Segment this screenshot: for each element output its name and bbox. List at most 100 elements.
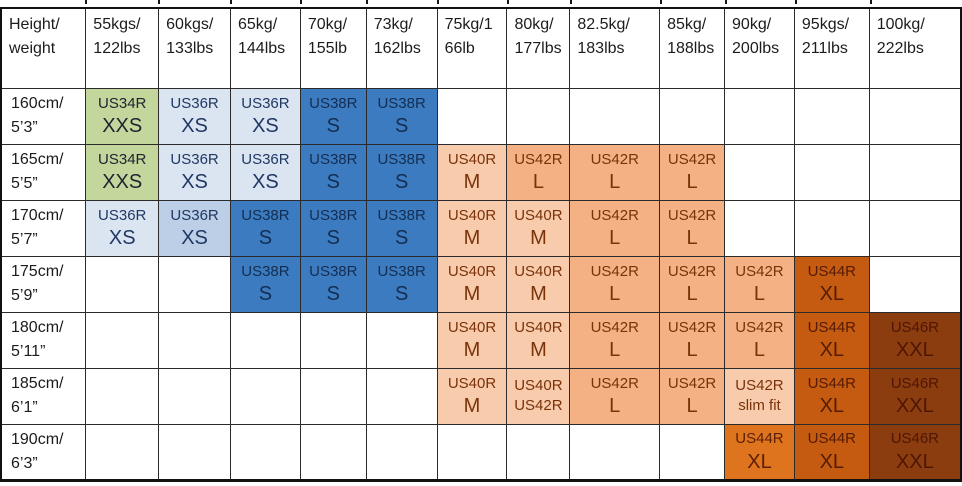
weight-header-cell: 82.5kg/183lbs [569,7,661,89]
size-cell: US44R XL [793,311,870,369]
weight-header-cell: 80kg/177lbs [506,7,571,89]
height-row-label: 180cm/5’11” [0,311,87,369]
size-cell: US40R M [436,143,508,201]
size-cell: US44R XL [793,367,870,425]
header-text-line: 66lb [444,40,475,57]
empty-cell [158,367,231,425]
size-cell: US38R S [230,199,301,257]
weight-header-cell: 95kgs/211lbs [793,7,870,89]
size-letter: M [463,339,481,362]
header-text-line: 177lbs [514,40,562,57]
size-code: US44R [807,430,856,448]
cropped-gridline-mark [158,0,160,4]
empty-cell [506,423,571,481]
cropped-gridline-mark [85,0,87,4]
size-code: US36R [98,206,147,224]
size-letter: XL [819,450,845,473]
size-code: US44R [735,430,784,448]
table-row: 160cm/5’3” US34R XXS US36R XS US36R XS US38R S US… [0,87,962,145]
size-letter: S [394,115,409,138]
size-cell: US42R L [506,143,571,201]
size-letter: XXS [102,115,143,138]
empty-cell [365,423,438,481]
cropped-gridline-mark [437,0,439,4]
size-letter: S [326,227,340,250]
table-row: 190cm/6’3” US44R XL US44R XL US46R XXL [0,423,962,481]
size-code: US40R [514,377,563,395]
size-letter: S [326,115,340,138]
empty-cell [569,87,661,145]
size-code: US38R [241,262,290,280]
table-row: 165cm/5’5” US34R XXS US36R XS US36R XS US38R S US… [0,143,962,201]
header-text-line: 211lbs [801,40,848,57]
size-letter: XL [747,450,772,473]
size-cell: US34R XXS [85,87,160,145]
weight-header-cell: 60kgs/133lbs [158,7,231,89]
empty-cell [158,255,231,313]
height-row-label: 175cm/5’9” [0,255,87,313]
empty-cell [365,311,438,369]
size-code: US36R [241,150,290,168]
empty-cell [85,255,160,313]
size-cell: US40R US42R [506,367,571,425]
size-code: US38R [377,206,426,224]
size-cell: US38R S [299,87,367,145]
size-letter: M [463,395,481,418]
header-text-line: 188lbs [667,40,715,57]
header-text-line: 85kg/ [667,16,707,33]
size-code: US36R [170,150,219,168]
height-text-line: 175cm/ [11,263,64,280]
empty-cell [793,87,870,145]
cropped-gridline-mark [300,0,302,4]
empty-cell [436,87,508,145]
size-cell: US44R XL [793,423,870,481]
size-letter: XXL [895,450,934,473]
size-cell: US38R S [365,199,438,257]
size-letter: L [686,171,698,194]
size-code: US40R [447,318,497,336]
empty-cell [868,255,962,313]
header-text-line: weight [9,40,56,57]
size-cell: US42R L [659,367,726,425]
size-code: US34R [98,94,147,112]
size-cell: US42R L [569,255,661,313]
header-text-line: 73kg/ [373,16,413,33]
size-code: US40R [514,206,563,224]
height-text-line: 5’9” [11,287,38,304]
size-cell: US42R L [659,311,726,369]
empty-cell [230,423,301,481]
size-letter: L [609,227,621,250]
header-text-line: 55kgs/ [93,16,141,33]
header-text-line: 80kg/ [514,16,554,33]
size-cell: US40R M [436,199,508,257]
height-text-line: 5’3” [11,119,38,136]
size-cell: US38R S [365,255,438,313]
size-letter: XXL [895,339,934,362]
height-text-line: 170cm/ [11,207,64,224]
size-letter: L [686,395,698,418]
table-row: 185cm/6’1” US40R M US40R US42R US42R L US42R L US… [0,367,962,425]
size-letter: S [394,283,409,306]
size-letter: XXS [102,171,143,194]
size-cell: US40R M [436,367,508,425]
size-code: US40R [514,262,563,280]
empty-cell [724,143,795,201]
size-code: US34R [98,150,147,168]
size-code: US38R [377,262,426,280]
weight-header-cell: 55kgs/122lbs [85,7,160,89]
height-text-line: 6’1” [11,399,38,416]
empty-cell [659,87,726,145]
cropped-gridline-mark [795,0,797,4]
size-code: US38R [309,94,358,112]
size-code: US42R [735,377,784,395]
empty-cell [506,87,571,145]
size-letter: L [686,283,698,306]
empty-cell [230,367,301,425]
weight-header-cell: 65kg/144lbs [230,7,301,89]
size-letter: M [530,283,547,306]
size-cell: US36R XS [230,87,301,145]
size-code: US40R [447,206,497,224]
size-code: US42R [590,318,639,336]
size-cell: US40R M [436,311,508,369]
empty-cell [85,423,160,481]
